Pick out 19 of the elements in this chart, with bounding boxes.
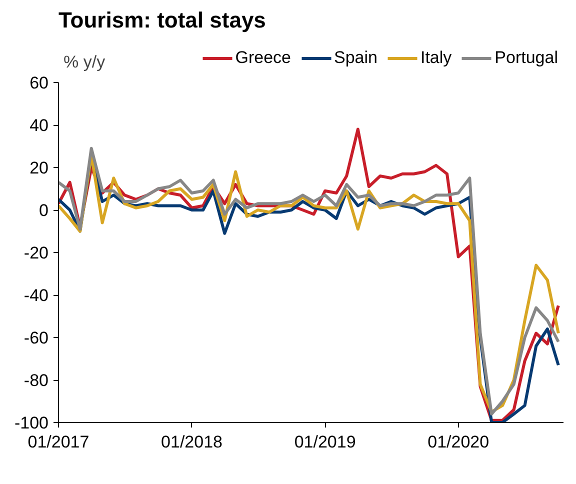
y-tick-label: 60 — [30, 74, 49, 92]
x-tick-label: 01/2018 — [161, 432, 223, 452]
x-tick-label: 01/2019 — [294, 432, 356, 452]
x-tick-label: 01/2020 — [428, 432, 490, 452]
y-tick-label: -100 — [14, 414, 49, 432]
y-tick-label: -80 — [24, 371, 49, 390]
y-tick-label: -20 — [24, 244, 49, 262]
legend-label: Greece — [235, 48, 291, 68]
y-axis-title: % y/y — [64, 52, 106, 72]
legend-label: Portugal — [494, 48, 558, 68]
y-tick-label: 20 — [30, 158, 49, 178]
x-tick-label: 01/2017 — [28, 432, 90, 452]
y-tick-label: -40 — [24, 286, 49, 305]
legend-label: Italy — [420, 48, 452, 68]
chart-title: Tourism: total stays — [58, 8, 266, 32]
legend-label: Spain — [334, 48, 378, 68]
y-tick-label: -60 — [24, 328, 49, 348]
y-tick-label: 40 — [30, 116, 49, 135]
y-tick-label: 0 — [39, 201, 49, 220]
